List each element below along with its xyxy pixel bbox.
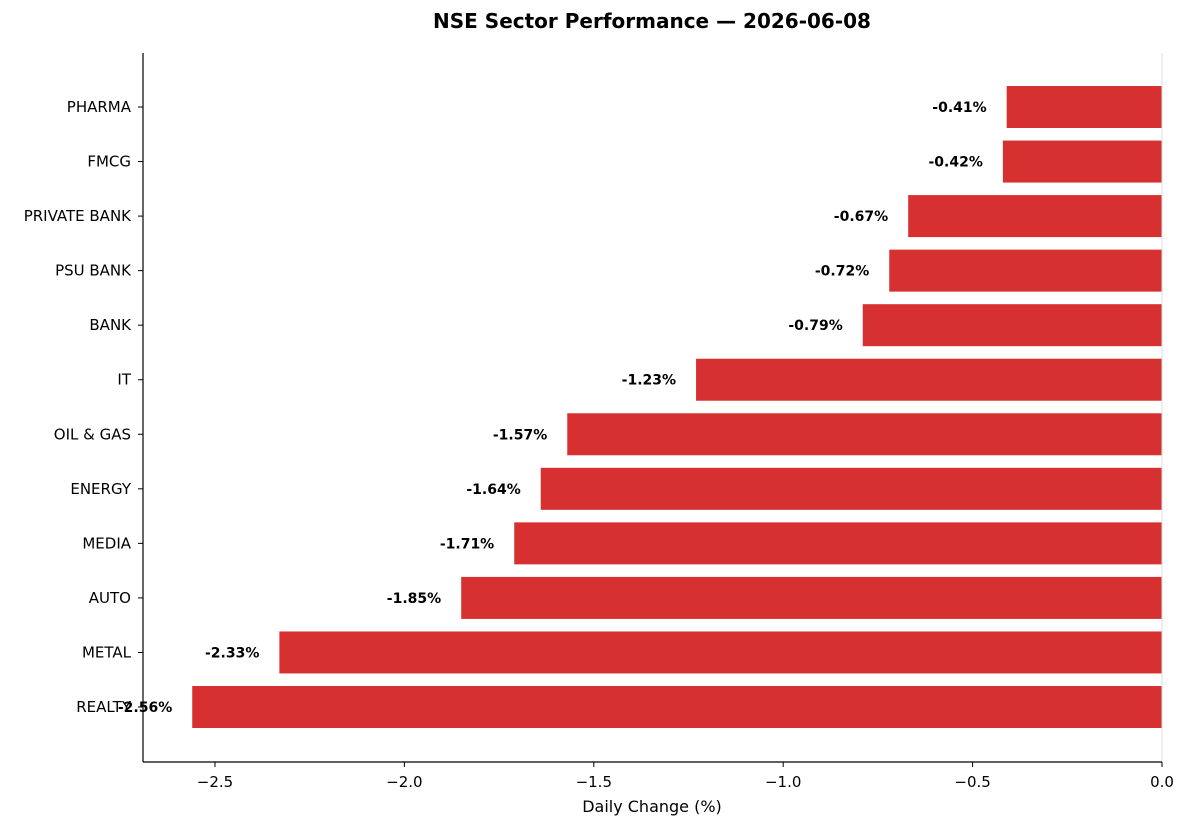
x-tick-label: 0.0 [1150,773,1174,791]
data-label: -0.72% [815,264,869,280]
bar [567,413,1162,456]
category-label: PRIVATE BANK [24,207,132,225]
bar [889,249,1162,292]
category-label: OIL & GAS [54,425,131,443]
data-label: -2.33% [205,645,259,661]
data-label: -0.79% [788,318,842,334]
category-label: AUTO [89,589,131,607]
data-label: -1.85% [387,591,441,607]
chart-title: NSE Sector Performance — 2026-06-08 [433,9,871,33]
bar [862,304,1162,347]
bar [540,467,1162,510]
data-label: -1.23% [622,373,676,389]
bar [461,576,1162,619]
data-label: -1.71% [440,536,494,552]
data-label: -0.67% [834,209,888,225]
category-label: IT [117,371,131,389]
bar [279,631,1163,674]
x-tick-label: −0.5 [954,773,990,791]
x-tick-label: −1.5 [576,773,612,791]
category-label: BANK [89,316,132,334]
category-label: FMCG [87,153,131,171]
bar [908,195,1162,238]
data-label: -1.57% [493,427,547,443]
x-axis-label: Daily Change (%) [582,797,722,816]
x-tick-label: −2.0 [386,773,422,791]
bar [192,686,1162,728]
x-tick-label: −2.5 [197,773,233,791]
category-label: PSU BANK [55,262,132,280]
data-label: -0.42% [929,155,983,171]
bar [1002,140,1162,183]
data-label: -0.41% [932,100,986,116]
category-label: PHARMA [67,98,132,116]
bar [696,358,1162,401]
category-label: REALTY [76,698,132,716]
data-label: -2.56% [118,700,172,716]
bar [1006,86,1162,128]
axes-layer: PHARMA FMCG PRIVATE BANK PSU BANK BANK IT OIL … [24,53,1174,791]
bars-layer: -0.41% -0.42% -0.67% -0.72% -0.79% -1.23% -1.5… [118,86,1163,728]
category-label: ENERGY [70,480,131,498]
category-label: METAL [82,643,132,661]
bar [514,522,1162,565]
category-label: MEDIA [82,534,131,552]
x-tick-label: −1.0 [765,773,801,791]
data-label: -1.64% [466,482,520,498]
